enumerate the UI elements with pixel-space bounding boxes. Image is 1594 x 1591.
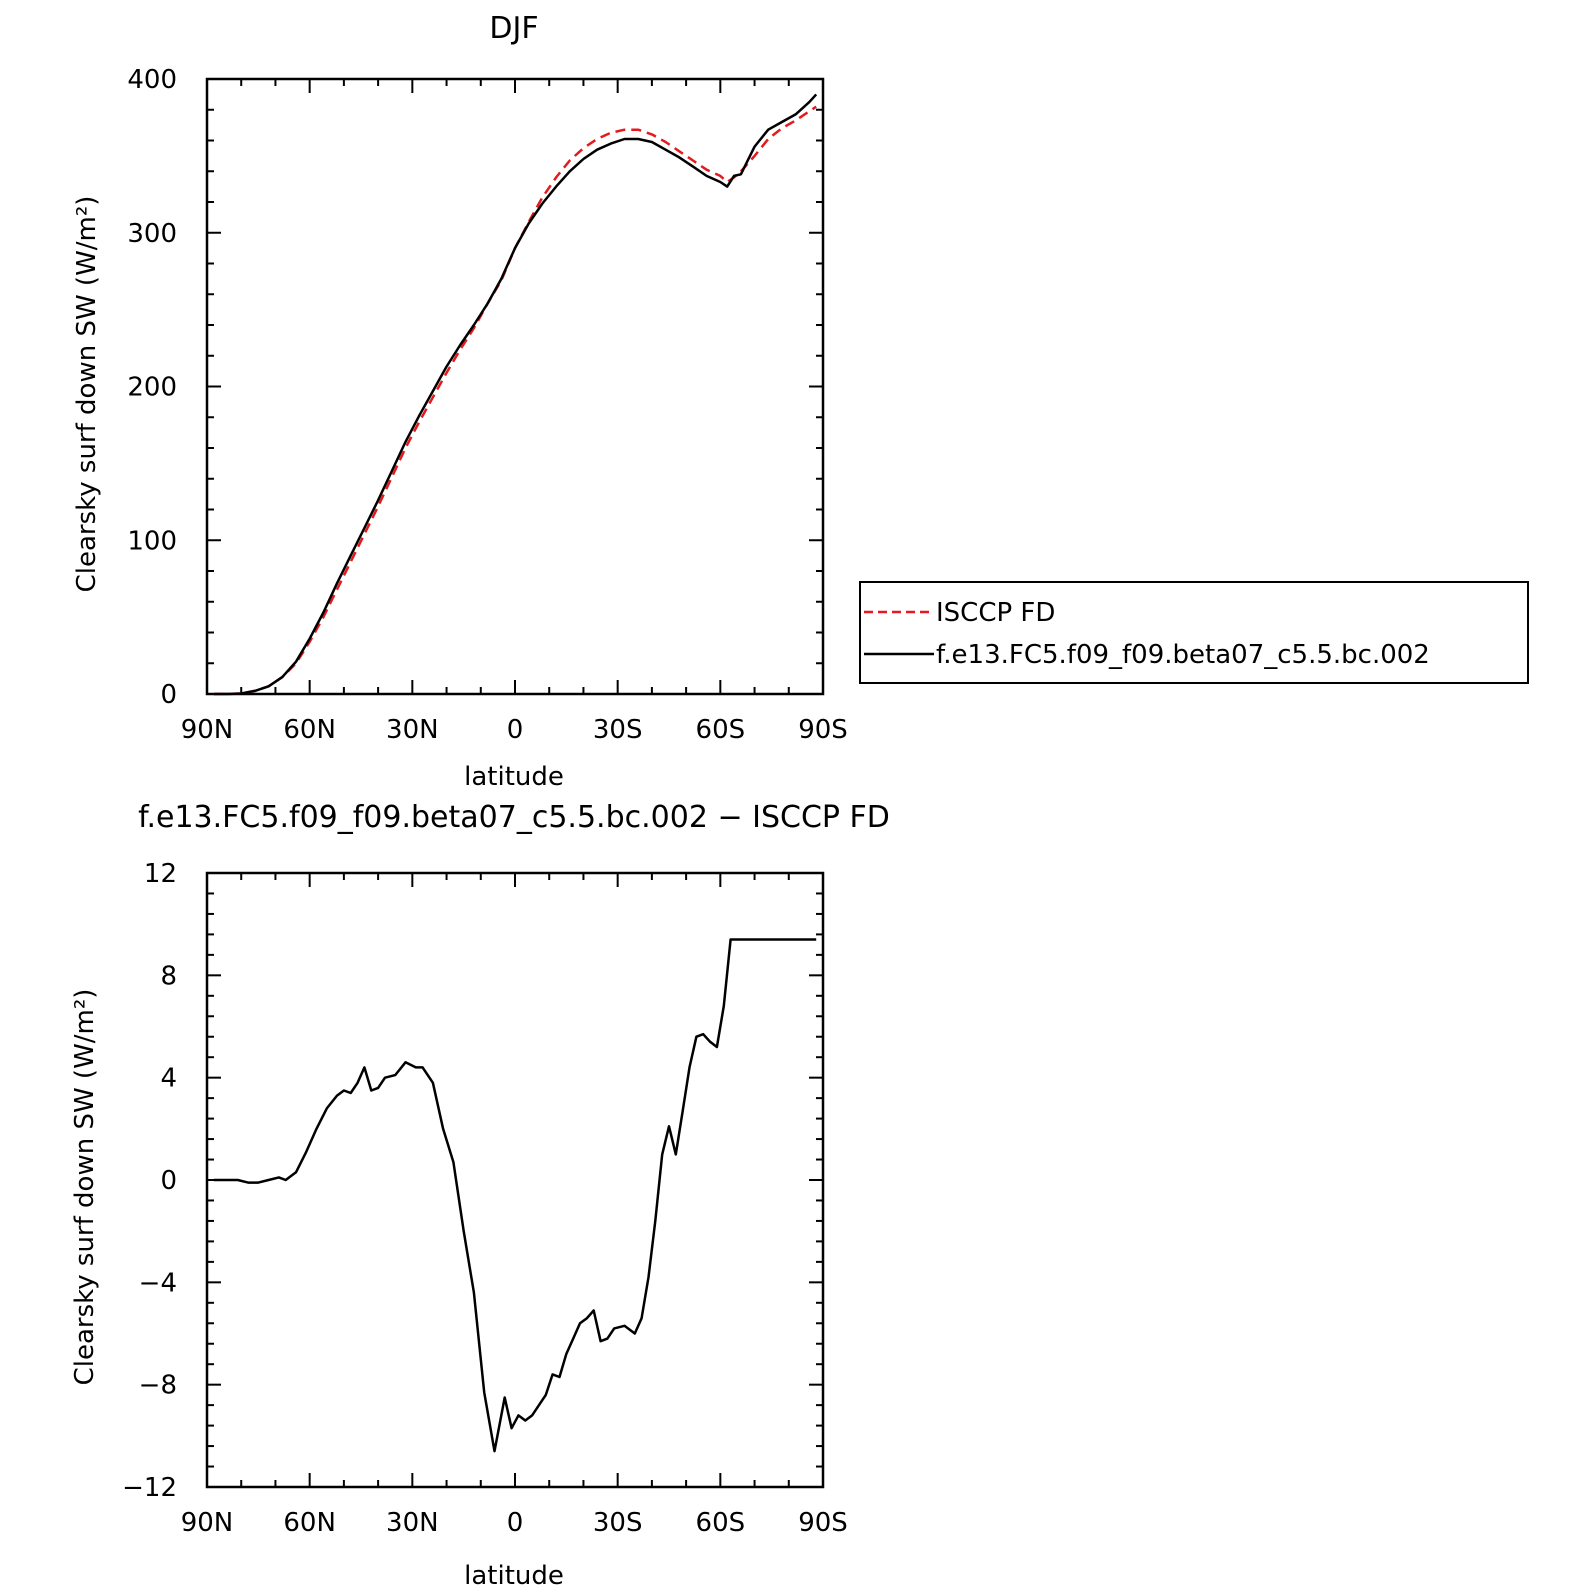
top-y-tick-label: 400	[127, 65, 177, 95]
top-x-tick-label: 30N	[386, 715, 439, 745]
bottom-x-tick-label: 30S	[593, 1508, 643, 1538]
bottom-series-line-0	[213, 938, 817, 1453]
top-x-tick-label: 90N	[181, 715, 234, 745]
top-series-line-0	[213, 105, 817, 696]
top-x-tick-label: 90S	[798, 715, 848, 745]
bottom-chart-y-label: Clearsky surf down SW (W/m²)	[70, 989, 100, 1386]
top-chart: DJF latitude Clearsky surf down SW (W/m²…	[72, 11, 848, 792]
bottom-y-tick-label: −12	[122, 1473, 177, 1503]
bottom-y-tick-label: −4	[139, 1268, 177, 1298]
top-x-tick-label: 60N	[283, 715, 336, 745]
legend-label-isccp: ISCCP FD	[936, 598, 1055, 628]
bottom-y-tick-label: 8	[160, 961, 177, 991]
bottom-y-tick-label: 12	[144, 859, 177, 889]
top-plot-frame	[205, 77, 825, 696]
top-x-tick-label: 30S	[593, 715, 643, 745]
legend-box	[859, 581, 1529, 684]
legend-label-model: f.e13.FC5.f09_f09.beta07_c5.5.bc.002	[936, 640, 1430, 670]
top-x-tick-label: 60S	[696, 715, 746, 745]
top-chart-x-label: latitude	[464, 762, 564, 792]
top-chart-title: DJF	[489, 11, 538, 46]
bottom-plot-frame	[205, 871, 825, 1489]
bottom-x-tick-label: 30N	[386, 1508, 439, 1538]
bottom-chart: f.e13.FC5.f09_f09.beta07_c5.5.bc.002 − I…	[70, 800, 890, 1591]
top-y-tick-label: 100	[127, 526, 177, 556]
top-y-tick-label: 300	[127, 219, 177, 249]
bottom-x-tick-label: 60N	[283, 1508, 336, 1538]
bottom-y-tick-label: 4	[160, 1064, 177, 1094]
top-series-line-1	[213, 93, 818, 696]
bottom-chart-plot-area: 90N 60N 30N 0 30S 60S 90S −12 −8 −4 0 4 8 12	[122, 859, 848, 1538]
bottom-chart-title: f.e13.FC5.f09_f09.beta07_c5.5.bc.002 − I…	[138, 800, 890, 835]
bottom-y-tick-label: −8	[139, 1371, 177, 1401]
top-y-tick-label: 200	[127, 373, 177, 403]
bottom-y-tick-label: 0	[160, 1166, 177, 1196]
bottom-chart-x-label: latitude	[464, 1561, 564, 1591]
top-x-tick-label: 0	[507, 715, 524, 745]
top-chart-y-label: Clearsky surf down SW (W/m²)	[72, 196, 102, 593]
bottom-x-tick-label: 60S	[696, 1508, 746, 1538]
top-y-tick-label: 0	[160, 680, 177, 710]
top-chart-plot-area: 90N 60N 30N 0 30S 60S 90S 0 100 200 300 400	[127, 65, 847, 745]
bottom-x-tick-label: 90N	[181, 1508, 234, 1538]
bottom-x-tick-label: 90S	[798, 1508, 848, 1538]
bottom-x-tick-label: 0	[507, 1508, 524, 1538]
legend: ISCCP FD f.e13.FC5.f09_f09.beta07_c5.5.b…	[859, 581, 1529, 684]
